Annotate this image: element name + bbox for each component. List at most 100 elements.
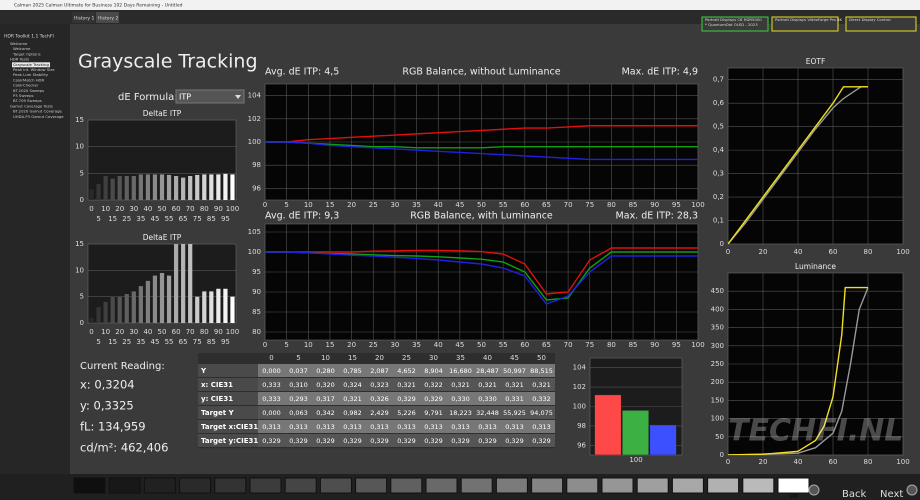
bar <box>181 177 186 200</box>
swatch[interactable] <box>460 477 493 494</box>
formula-value[interactable]: ITP <box>179 93 191 102</box>
device-box[interactable] <box>701 16 769 32</box>
tab[interactable] <box>72 12 95 23</box>
x-tick-label: 55 <box>165 215 174 223</box>
swatch[interactable] <box>319 477 352 494</box>
swatch[interactable] <box>249 477 282 494</box>
table-cell: 0,332 <box>532 395 551 403</box>
y-tick-label: 15 <box>75 116 84 124</box>
swatch[interactable] <box>671 477 704 494</box>
sidebar-item[interactable]: BT.2020 Sweeps <box>13 88 44 93</box>
bar <box>159 272 165 323</box>
next-button[interactable]: Next <box>880 489 903 500</box>
sidebar-item[interactable]: P3 Sweeps <box>13 93 34 98</box>
x-tick-label: 80 <box>607 341 616 349</box>
tab-label[interactable]: History 1 <box>74 16 94 22</box>
x-tick-label: 0 <box>89 205 93 213</box>
table-cell: 0,313 <box>451 423 470 431</box>
sidebar-item[interactable]: BT.709 Sweeps <box>13 98 42 103</box>
sidebar-item[interactable]: Peak Int. Window Size <box>13 67 55 72</box>
device-box[interactable] <box>845 16 917 32</box>
device-label[interactable]: * QuantumDot OLED - 2023 <box>705 22 758 27</box>
sidebar-item[interactable]: Welcome <box>10 41 28 46</box>
x-tick-label: 30 <box>129 328 138 336</box>
tab-label[interactable]: History 2 <box>98 16 118 22</box>
sidebar <box>0 24 70 474</box>
lines <box>265 125 698 161</box>
swatch[interactable] <box>108 477 141 494</box>
device-label[interactable]: Portrait Displays VideoForge Pro 8K <box>775 17 842 22</box>
y-tick-label: 0,4 <box>713 146 725 154</box>
x-tick-label: 60 <box>520 341 529 349</box>
swatch[interactable] <box>777 477 810 494</box>
x-tick-label: 10 <box>304 201 313 209</box>
series-line <box>265 247 698 295</box>
swatch[interactable] <box>707 477 740 494</box>
table-cell: 0,321 <box>397 381 416 389</box>
bars <box>89 244 235 323</box>
chart: Luminance 0 50 100 150 200 250 300 350 400 450 0 20 4… <box>711 262 910 466</box>
swatch[interactable] <box>143 477 176 494</box>
bar <box>145 174 151 200</box>
x-tick-label: 20 <box>115 205 124 213</box>
x-tick-label: 20 <box>115 328 124 336</box>
bar <box>117 296 122 323</box>
sidebar-item[interactable]: BT.2020 Gamut Coverage <box>13 109 62 114</box>
x-tick-label: 15 <box>325 201 334 209</box>
x-tick-label: 55 <box>499 341 508 349</box>
device-label[interactable]: Portrait Displays C6 HDR5000 <box>705 17 762 22</box>
sidebar-item[interactable]: Peak Lum Stability <box>13 72 49 77</box>
back-button[interactable]: Back <box>842 489 866 500</box>
column-header: 10 <box>321 354 330 362</box>
swatch[interactable] <box>214 477 247 494</box>
swatch[interactable] <box>531 477 564 494</box>
next-icon[interactable] <box>906 484 918 496</box>
x-tick-label: 60 <box>829 458 838 466</box>
row-label: Target y:CIE31 <box>201 437 258 445</box>
y-tick-label: 105 <box>248 228 261 236</box>
y-tick-label: 100 <box>573 403 586 411</box>
row-label: y: CIE31 <box>201 395 233 403</box>
y-tick-label: 150 <box>711 396 724 404</box>
swatch[interactable] <box>425 477 458 494</box>
sidebar-item[interactable]: UHDA-P3 Gamut Coverage <box>13 114 64 119</box>
swatch[interactable] <box>742 477 775 494</box>
x-tick-label: 25 <box>369 341 378 349</box>
formula-select[interactable] <box>175 89 245 104</box>
tab[interactable] <box>96 12 119 23</box>
bar <box>89 317 94 323</box>
sidebar-item[interactable]: ColorChecker <box>13 83 39 88</box>
sidebar-item[interactable]: Gamut Coverage Tests <box>10 103 53 108</box>
swatch[interactable] <box>495 477 528 494</box>
x-tick-label: 95 <box>672 201 681 209</box>
device-box[interactable] <box>771 16 839 32</box>
swatch[interactable] <box>566 477 599 494</box>
bars <box>594 394 677 455</box>
device-label[interactable]: Direct Display Control <box>849 17 891 22</box>
sidebar-item[interactable]: ColorMatch HDR <box>13 77 44 82</box>
sidebar-item[interactable]: Welcome <box>13 46 31 51</box>
swatch[interactable] <box>355 477 388 494</box>
sidebar-item[interactable]: Target Options <box>12 51 41 56</box>
table-cell: 55,925 <box>503 409 526 417</box>
table-cell: 0,321 <box>343 395 362 403</box>
table-cell: 88,515 <box>530 367 553 375</box>
swatch[interactable] <box>179 477 212 494</box>
column-header: 15 <box>348 354 357 362</box>
chart: 96 98 100 102 104 100 <box>573 357 683 464</box>
series-line <box>728 286 868 455</box>
bar <box>138 174 143 200</box>
y-tick-label: 10 <box>75 266 84 274</box>
y-tick-label: 104 <box>573 364 587 372</box>
x-tick-label: 60 <box>172 205 181 213</box>
sidebar-item[interactable]: HDR Tests <box>10 57 29 62</box>
table-cell: 0,037 <box>289 367 308 375</box>
sidebar-item[interactable]: Grayscale Tracking <box>13 62 49 67</box>
bar <box>216 288 221 323</box>
swatch[interactable] <box>636 477 669 494</box>
back-icon[interactable] <box>808 484 820 496</box>
swatch[interactable] <box>601 477 634 494</box>
swatch[interactable] <box>284 477 317 494</box>
swatch[interactable] <box>390 477 423 494</box>
swatch[interactable] <box>73 477 106 494</box>
